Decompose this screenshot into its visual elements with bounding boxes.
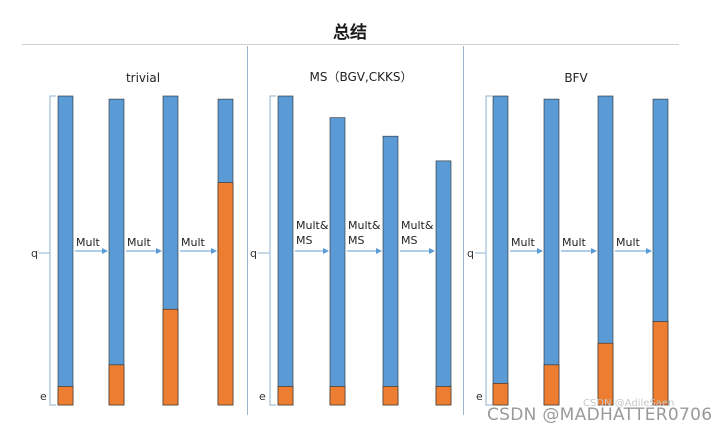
- modulus-label-q: q: [31, 247, 38, 260]
- noise-bar-2-1: [543, 364, 560, 406]
- page-title: 总结: [333, 23, 367, 43]
- title-divider: [22, 44, 679, 45]
- noise-bar-2-2: [597, 342, 614, 406]
- panel-title-trivial: trivial: [125, 71, 161, 85]
- noise-bar-1-1: [329, 386, 346, 406]
- panel-divider-1: [247, 46, 248, 415]
- step-arrowhead-2-0: [537, 248, 543, 254]
- step-label-2-1: Mult: [562, 236, 587, 249]
- noise-label-e: e: [259, 390, 266, 403]
- step-label-0-0: Mult: [76, 236, 101, 249]
- modulus-bar-1-1: [329, 117, 346, 406]
- noise-bar-2-0: [492, 383, 509, 406]
- step-arrowhead-2-1: [591, 248, 597, 254]
- step-arrowhead-0-2: [211, 248, 217, 254]
- noise-bar-0-3: [217, 182, 234, 406]
- modulus-bar-1-2: [382, 135, 399, 406]
- step-arrowhead-1-1: [376, 248, 382, 254]
- panel-divider-2: [463, 46, 464, 415]
- step-arrowhead-1-2: [429, 248, 435, 254]
- step-arrowhead-1-0: [323, 248, 329, 254]
- noise-bar-0-1: [108, 364, 125, 406]
- modulus-bar-2-0: [492, 95, 509, 406]
- noise-bar-2-3: [652, 321, 669, 406]
- noise-bar-0-2: [162, 308, 179, 406]
- step-label-1-1: Mult&: [348, 219, 381, 232]
- step-label-2-2: Mult: [616, 236, 641, 249]
- panel-title-bfv: BFV: [564, 71, 588, 85]
- watermark-small: CSDN @AdileSaen: [583, 398, 675, 409]
- modulus-bar-2-1: [543, 98, 560, 406]
- modulus-bracket-2: [485, 95, 492, 406]
- step-label-0-2: Mult: [181, 236, 206, 249]
- modulus-bar-0-0: [57, 95, 74, 406]
- step-label-1-1: MS: [348, 234, 364, 247]
- step-label-1-0: Mult&: [296, 219, 329, 232]
- noise-label-e: e: [476, 390, 483, 403]
- modulus-label-q: q: [250, 247, 257, 260]
- step-label-1-0: MS: [296, 234, 312, 247]
- noise-bar-1-2: [382, 386, 399, 406]
- modulus-bracket-0: [49, 95, 56, 406]
- step-label-1-2: Mult&: [401, 219, 434, 232]
- noise-bar-1-3: [435, 386, 452, 406]
- modulus-label-q: q: [467, 247, 474, 260]
- step-arrowhead-2-2: [646, 248, 652, 254]
- noise-bar-0-0: [57, 386, 74, 406]
- step-label-0-1: Mult: [127, 236, 152, 249]
- modulus-bar-0-1: [108, 98, 125, 406]
- noise-label-e: e: [40, 390, 47, 403]
- modulus-bar-1-0: [277, 95, 294, 406]
- noise-bar-1-0: [277, 386, 294, 406]
- step-label-1-2: MS: [401, 234, 417, 247]
- modulus-bracket-1: [269, 95, 276, 406]
- step-arrowhead-0-1: [156, 248, 162, 254]
- modulus-bar-1-3: [435, 160, 452, 406]
- watermark: CSDN @MADHATTER0706: [487, 405, 713, 425]
- step-label-2-0: Mult: [511, 236, 536, 249]
- step-arrowhead-0-0: [102, 248, 108, 254]
- panel-title-ms: MS（BGV,CKKS）: [309, 70, 413, 84]
